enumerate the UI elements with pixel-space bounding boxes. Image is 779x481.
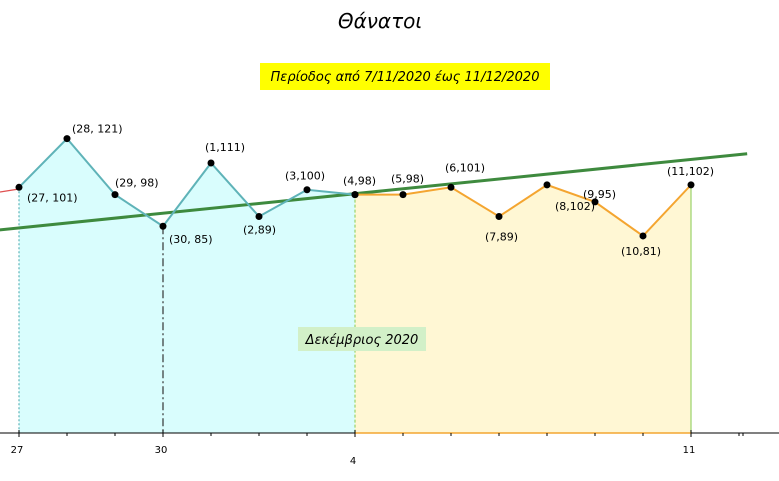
x-tick-label: 4 <box>350 456 356 467</box>
value-label: (2,89) <box>243 224 276 237</box>
point <box>639 232 647 240</box>
point <box>159 222 167 230</box>
value-label: (1,111) <box>205 141 245 154</box>
point <box>111 191 119 199</box>
value-label: (28, 121) <box>72 123 123 136</box>
point <box>255 213 263 220</box>
value-label: (29, 98) <box>115 177 159 190</box>
annotation-box <box>298 327 426 351</box>
value-label: (7,89) <box>485 231 518 244</box>
series-line <box>355 183 692 238</box>
value-label: (6,101) <box>445 161 485 174</box>
chart-title: Θάνατοι <box>338 9 422 33</box>
point <box>543 181 551 189</box>
point <box>351 191 359 199</box>
point <box>495 213 503 220</box>
value-label: (3,100) <box>285 170 325 183</box>
point <box>63 135 71 143</box>
point <box>447 183 455 191</box>
value-label: (30, 85) <box>169 233 213 246</box>
area <box>355 184 691 433</box>
x-tick-label: 11 <box>683 445 696 456</box>
subtitle-box <box>260 63 550 90</box>
point <box>399 191 407 199</box>
x-tick-label: 30 <box>155 445 168 456</box>
point <box>303 186 311 194</box>
value-label: (11,102) <box>667 165 714 178</box>
value-label: (10,81) <box>621 245 661 258</box>
value-label: (27, 101) <box>27 191 78 204</box>
annotation: Δεκέμβριος 2020 <box>305 333 419 348</box>
value-label: (9,95) <box>583 188 616 201</box>
point <box>687 181 695 189</box>
x-tick-label: 27 <box>11 445 24 456</box>
value-label: (5,98) <box>391 173 424 186</box>
value-label: (8,102) <box>555 200 595 213</box>
series-line <box>18 137 356 228</box>
trendline <box>0 152 748 232</box>
value-label: (4,98) <box>343 175 376 188</box>
area <box>19 138 355 434</box>
point <box>15 183 23 191</box>
subtitle: Περίοδος από 7/11/2020 έως 11/12/2020 <box>271 70 540 85</box>
point <box>207 159 215 167</box>
previous-segment <box>0 188 20 193</box>
point <box>591 198 599 206</box>
